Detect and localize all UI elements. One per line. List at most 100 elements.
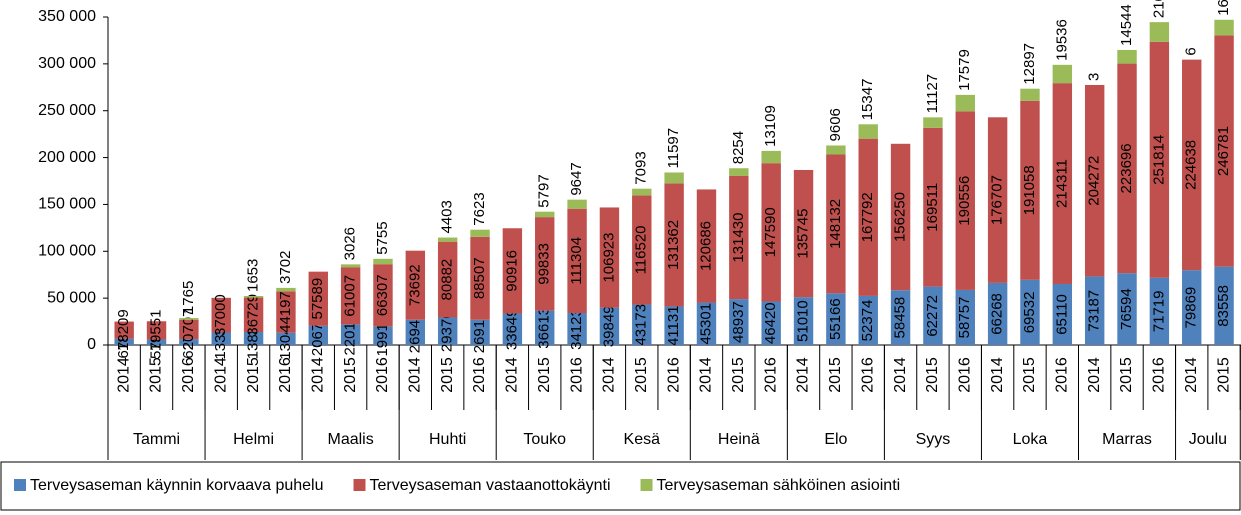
data-label: 5755 <box>374 221 391 254</box>
data-label: 131430 <box>730 213 747 263</box>
group-label: Loka <box>1013 431 1048 448</box>
data-label: 176707 <box>989 175 1006 225</box>
data-label: 58757 <box>956 297 973 339</box>
data-label: 18209 <box>115 309 132 351</box>
x-tick-label: 2014 <box>698 357 715 393</box>
x-tick-label: 2016 <box>859 357 876 393</box>
x-tick-label: 2015 <box>439 357 456 393</box>
bar-segment <box>535 217 555 311</box>
bar-segment <box>1052 64 1073 84</box>
bar-segment <box>502 313 523 345</box>
bar-segment <box>146 321 167 340</box>
bar-segment <box>179 319 199 340</box>
x-tick-label: 2014 <box>989 357 1006 393</box>
x-tick-label: 2014 <box>504 357 521 393</box>
legend-label: Terveysaseman käynnin korvaava puhelu <box>30 477 324 494</box>
bar-segment <box>405 319 426 345</box>
bar-segment <box>437 241 458 318</box>
data-label: 9647 <box>568 162 585 195</box>
bar-segment <box>340 267 361 325</box>
bar-segment <box>276 332 296 345</box>
data-label: 246781 <box>1215 126 1232 176</box>
data-label: 66268 <box>989 293 1006 335</box>
data-label: 29370 <box>439 310 456 352</box>
data-label: 11127 <box>924 74 941 114</box>
data-label: 33649 <box>503 308 520 350</box>
data-label: 61007 <box>342 275 359 317</box>
data-label: 79869 <box>1183 287 1200 329</box>
bar-segment <box>761 150 781 164</box>
data-label: 62272 <box>924 295 941 337</box>
y-tick-label: 50 000 <box>47 289 96 306</box>
bar-segment <box>179 318 199 320</box>
bar-segment <box>599 307 620 345</box>
bar-segment <box>1182 59 1202 271</box>
data-label: 58458 <box>892 297 909 339</box>
bar-segment <box>599 207 620 308</box>
data-label: 8254 <box>730 131 747 164</box>
bar-segment <box>1052 283 1073 345</box>
bar-segment <box>632 188 652 196</box>
bar-segment <box>1084 84 1105 277</box>
data-label: 44197 <box>277 291 294 333</box>
legend-label: Terveysaseman vastaanottokäynti <box>370 477 611 494</box>
group-label: Helmi <box>233 431 274 448</box>
bar-segment <box>1149 22 1170 42</box>
bar-segment <box>437 317 458 345</box>
bar-segment <box>1149 41 1170 278</box>
bar-segment <box>470 236 490 320</box>
x-tick-label: 2014 <box>795 357 812 393</box>
data-label: 26918 <box>471 312 488 354</box>
data-label: 167792 <box>859 192 876 242</box>
y-tick-label: 250 000 <box>38 102 96 119</box>
data-label: 111304 <box>568 237 585 285</box>
y-tick-label: 100 000 <box>38 243 96 260</box>
data-label: 36729 <box>245 294 262 336</box>
data-label: 73692 <box>406 264 423 306</box>
x-tick-label: 2016 <box>471 357 488 393</box>
bar-segment <box>243 331 264 345</box>
bar-segment <box>664 183 684 307</box>
bar-segment <box>729 168 749 176</box>
data-label: 116520 <box>633 225 650 274</box>
x-tick-label: 2016 <box>1054 357 1071 393</box>
data-label: 106923 <box>600 233 617 283</box>
data-label: 3 <box>1086 73 1103 81</box>
bar-segment <box>858 138 878 296</box>
bar-segment <box>858 124 878 139</box>
data-label: 190556 <box>956 176 973 226</box>
bar-segment <box>567 208 587 314</box>
bar-segment <box>1020 100 1040 280</box>
bar-segment <box>696 189 717 303</box>
group-label: Elo <box>824 431 847 448</box>
y-tick-label: 0 <box>87 336 96 353</box>
data-label: 71719 <box>1150 291 1167 333</box>
group-label: Kesä <box>624 431 661 448</box>
bar-segment <box>1214 35 1234 267</box>
bar-segment <box>373 264 393 327</box>
legend-swatch <box>14 479 26 491</box>
data-label: 204272 <box>1086 156 1103 206</box>
data-label: 46420 <box>762 302 779 344</box>
legend-box <box>0 461 1241 511</box>
bar-segment <box>664 306 684 345</box>
bar-segment <box>826 293 846 345</box>
data-label: 1765 <box>180 281 197 314</box>
x-tick-label: 2015 <box>633 357 650 393</box>
group-label: Tammi <box>133 431 180 448</box>
x-tick-label: 2014 <box>212 357 229 393</box>
data-label: 17579 <box>956 49 973 91</box>
bar-segment <box>1182 270 1202 345</box>
data-label: 51010 <box>794 300 811 342</box>
data-label: 66307 <box>374 274 391 316</box>
x-tick-label: 2015 <box>148 357 165 393</box>
group-label: Joulu <box>1189 431 1227 448</box>
bar-segment <box>923 117 943 128</box>
legend-label: Terveysaseman sähköinen asiointi <box>657 477 901 494</box>
data-label: 83558 <box>1215 285 1232 327</box>
data-label: 65110 <box>1053 294 1070 335</box>
data-label: 6 <box>1183 47 1200 55</box>
x-tick-label: 2014 <box>892 357 909 393</box>
bar-segment <box>632 304 652 345</box>
bar-segment <box>858 295 878 345</box>
